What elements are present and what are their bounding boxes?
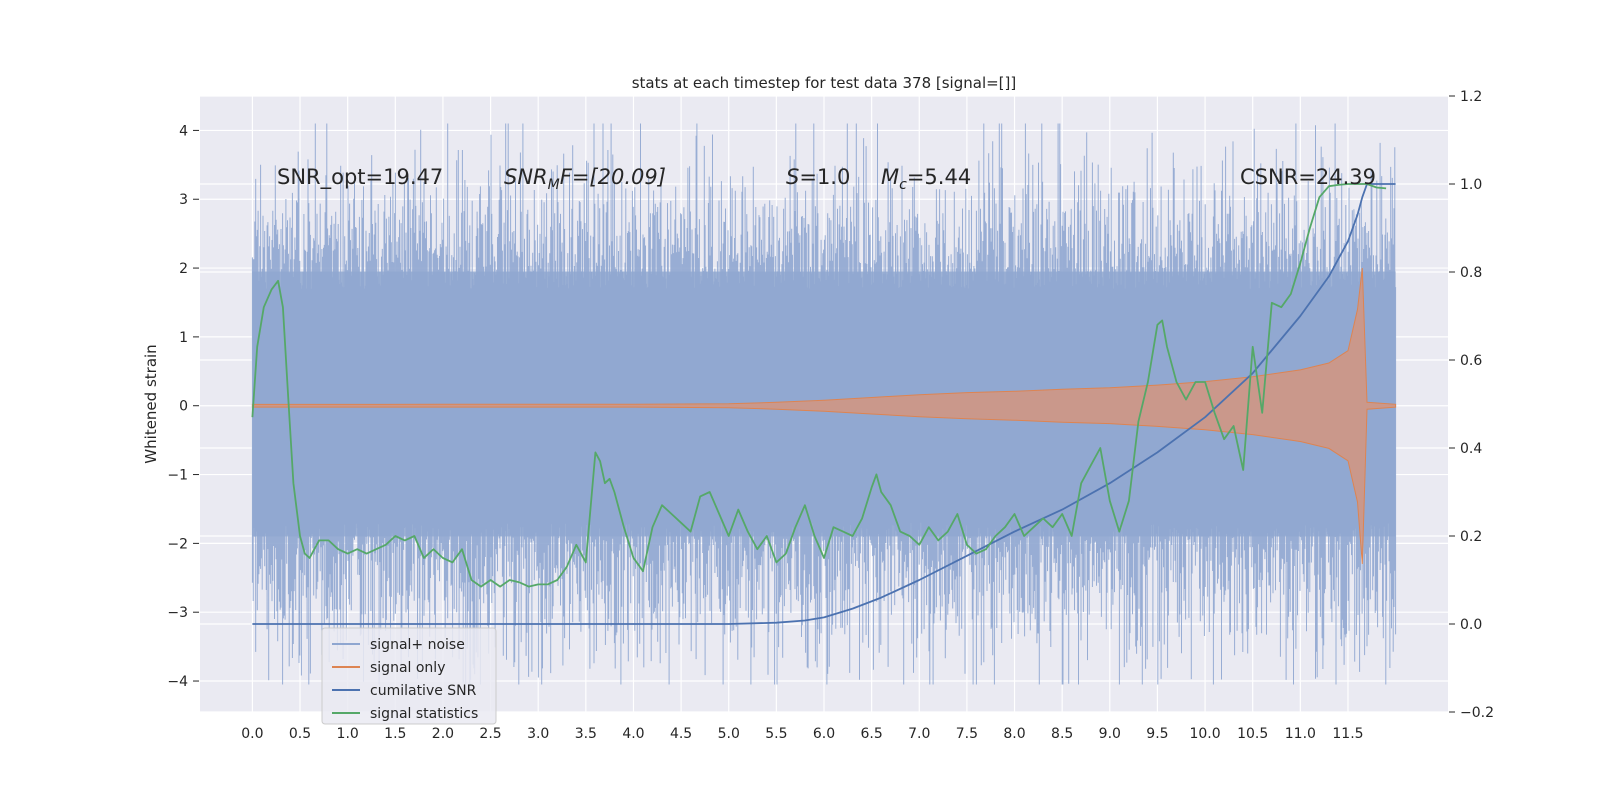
snr-mf-annotation: SNRMF=[20.09]: [504, 165, 666, 193]
x-tick-label: 10.0: [1189, 726, 1220, 742]
snr-opt-annotation: SNR_opt=19.47: [277, 165, 443, 190]
y2-tick-label: 0.0: [1460, 617, 1482, 633]
y-tick-label: 4: [179, 123, 188, 139]
x-tick-label: 11.5: [1332, 726, 1363, 742]
legend: signal+ noise signal only cumilative SNR si…: [321, 627, 497, 725]
cumilative-SNR-line: [252, 183, 1396, 625]
y2-tick-label: 1.2: [1460, 89, 1482, 105]
legend-label: signal+ noise: [370, 637, 465, 653]
y2-tick-label: 0.4: [1460, 441, 1482, 457]
signal-only-series: [251, 268, 1397, 565]
x-tick-label: 11.0: [1285, 726, 1316, 742]
x-tick-label: 8.0: [1003, 726, 1025, 742]
x-tick-label: 3.5: [575, 726, 597, 742]
s-annotation: S=1.0: [786, 165, 850, 189]
mc-var: M: [881, 165, 899, 189]
chart-title: stats at each timestep for test data 378…: [632, 74, 1017, 92]
x-tick-label: 0.5: [289, 726, 311, 742]
x-tick-label: 10.5: [1237, 726, 1268, 742]
y2-tick-label: −0.2: [1460, 705, 1494, 721]
y2-tick-label: 0.8: [1460, 265, 1482, 281]
x-tick-label: 7.0: [908, 726, 930, 742]
signal-only-envelope: [251, 268, 1397, 565]
legend-label: signal only: [370, 660, 445, 676]
mc-sub: c: [899, 177, 907, 193]
x-tick-label: 9.5: [1146, 726, 1168, 742]
y2-tick-label: 1.0: [1460, 177, 1482, 193]
x-tick-label: 4.0: [622, 726, 644, 742]
legend-label: cumilative SNR: [370, 683, 477, 699]
s-tail: =1.0: [799, 165, 850, 189]
y-axis-label: Whitened strain: [142, 344, 160, 463]
y2-tick-label: 0.2: [1460, 529, 1482, 545]
x-tick-label: 0.0: [241, 726, 263, 742]
y2-tick-label: 0.6: [1460, 353, 1482, 369]
signal-statistics-line: [251, 183, 1387, 588]
x-tick-label: 4.5: [670, 726, 692, 742]
y-tick-label: 1: [179, 330, 188, 346]
legend-label: signal statistics: [370, 706, 478, 722]
x-tick-label: 5.0: [718, 726, 740, 742]
y-tick-label: −3: [167, 605, 188, 621]
x-tick-label: 3.0: [527, 726, 549, 742]
snr-mf-sub: M: [548, 177, 560, 193]
mc-tail: =5.44: [907, 165, 971, 189]
mc-annotation: Mc=5.44: [881, 165, 971, 193]
y-tick-label: 0: [179, 399, 188, 415]
x-tick-label: 1.5: [384, 726, 406, 742]
csnr-annotation: CSNR=24.39: [1240, 165, 1376, 189]
x-tick-label: 2.0: [432, 726, 454, 742]
x-tick-label: 6.0: [813, 726, 835, 742]
snr-mf-tail: F=[20.09]: [560, 165, 666, 189]
x-tick-label: 5.5: [765, 726, 787, 742]
right-axis-series: [251, 183, 1396, 625]
s-var: S: [786, 165, 799, 189]
x-tick-label: 8.5: [1051, 726, 1073, 742]
snr-mf-main: SNR: [504, 165, 548, 189]
y-tick-label: −2: [167, 536, 188, 552]
y-tick-label: 3: [179, 192, 188, 208]
legend-box: [321, 627, 497, 725]
x-tick-label: 6.5: [861, 726, 883, 742]
x-tick-label: 7.5: [956, 726, 978, 742]
x-tick-label: 2.5: [479, 726, 501, 742]
y-tick-label: 2: [179, 261, 188, 277]
y-tick-label: −1: [167, 468, 188, 484]
x-tick-label: 9.0: [1099, 726, 1121, 742]
tick-labels: 0.0 0.5 1.0 1.5 2.0 2.5 3.0 3.5 4.0 4.5 5.0 5.5 6.0 6…: [167, 89, 1494, 742]
x-tick-label: 1.0: [337, 726, 359, 742]
y-tick-label: −4: [167, 674, 188, 690]
